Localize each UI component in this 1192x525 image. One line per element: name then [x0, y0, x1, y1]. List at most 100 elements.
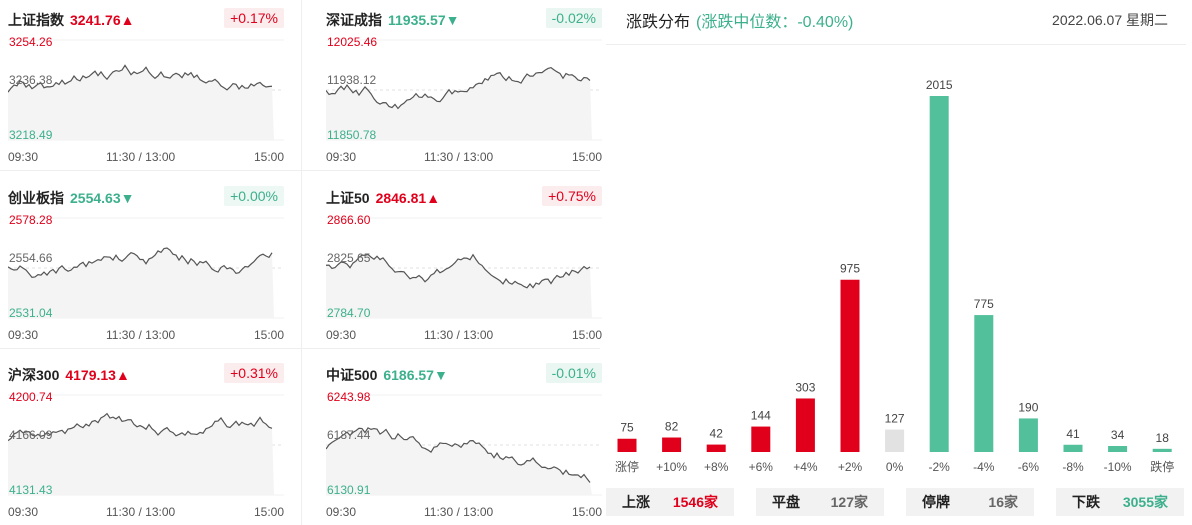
category-label: -8% — [1062, 460, 1084, 474]
category-label: 跌停 — [1150, 459, 1174, 474]
bar-value-label: 75 — [620, 421, 634, 435]
index-change: +0.17% — [224, 8, 284, 28]
time-label: 15:00 — [571, 150, 602, 164]
index-value: 3241.76▲ — [70, 12, 135, 28]
y-low-label: 3218.49 — [9, 128, 53, 142]
y-low-label: 6130.91 — [327, 483, 371, 497]
category-label: -10% — [1104, 460, 1132, 474]
category-label: +4% — [793, 460, 818, 474]
median-change: (涨跌中位数：-0.40%) — [696, 14, 854, 31]
y-mid-label: 11938.12 — [327, 73, 377, 87]
distribution-bar — [1018, 418, 1038, 452]
index-panel[interactable]: 上证指数 3241.76▲ +0.17% 3254.26 3236.38 3218… — [8, 6, 284, 166]
distribution-bar — [795, 398, 815, 452]
price-line — [326, 66, 591, 110]
summary-label: 平盘 — [772, 494, 800, 510]
index-header: 创业板指 2554.63▼ +0.00% — [8, 184, 284, 206]
time-label: 15:00 — [253, 328, 284, 342]
distribution-bar — [974, 315, 994, 452]
chart-area — [8, 65, 274, 140]
intraday-line-chart — [8, 394, 284, 496]
summary-label: 上涨 — [622, 494, 650, 510]
time-label: 09:30 — [326, 505, 357, 519]
index-panel[interactable]: 深证成指 11935.57▼ -0.02% 12025.46 11938.12 1… — [326, 6, 602, 166]
bar-value-label: 42 — [710, 427, 724, 441]
y-high-label: 12025.46 — [327, 35, 378, 49]
price-line — [326, 427, 591, 483]
time-label: 11:30 / 13:00 — [106, 150, 176, 164]
bar-value-label: 127 — [885, 412, 905, 426]
trend-arrow-icon: ▲ — [115, 367, 130, 383]
index-panel[interactable]: 沪深300 4179.13▲ +0.31% 4200.74 4166.09 413… — [8, 361, 284, 521]
trend-arrow-icon: ▼ — [445, 12, 460, 28]
category-label: -6% — [1018, 460, 1040, 474]
distribution-bar — [662, 437, 682, 452]
chart-area — [8, 248, 274, 318]
chart-area — [326, 254, 592, 318]
trend-arrow-icon: ▲ — [120, 12, 135, 28]
index-change: +0.00% — [224, 186, 284, 206]
index-value: 2846.81▲ — [375, 190, 441, 206]
index-header: 深证成指 11935.57▼ -0.02% — [326, 6, 602, 28]
time-label: 09:30 — [326, 150, 357, 164]
summary-count: 1546家 — [672, 494, 718, 510]
time-axis: 09:30 11:30 / 13:00 15:00 — [8, 150, 284, 166]
time-label: 11:30 / 13:00 — [424, 150, 494, 164]
chart-area — [326, 67, 592, 140]
header-divider — [606, 44, 1186, 45]
time-label: 15:00 — [571, 505, 602, 519]
category-label: +6% — [749, 460, 774, 474]
y-mid-label: 2554.66 — [9, 251, 53, 265]
distribution-bar — [617, 438, 637, 452]
index-change: -0.01% — [545, 363, 602, 383]
y-low-label: 11850.78 — [327, 128, 377, 142]
summary-suspended: 停牌 16家 — [906, 488, 1034, 516]
column-divider — [301, 0, 302, 525]
bar-value-label: 34 — [1111, 428, 1125, 442]
chart-area — [326, 427, 592, 495]
row-divider — [0, 170, 600, 171]
trend-arrow-icon: ▲ — [426, 190, 441, 206]
index-panel[interactable]: 上证50 2846.81▲ +0.75% 2866.60 2825.65 2784… — [326, 184, 602, 344]
intraday-line-chart — [326, 394, 602, 496]
category-label: +10% — [656, 460, 687, 474]
index-name[interactable]: 深证成指 11935.57▼ — [326, 12, 460, 28]
time-label: 15:00 — [253, 505, 284, 519]
price-line — [8, 412, 273, 442]
index-name[interactable]: 创业板指 2554.63▼ — [8, 190, 135, 206]
index-header: 上证50 2846.81▲ +0.75% — [326, 184, 602, 206]
time-label: 11:30 / 13:00 — [106, 505, 176, 519]
index-name[interactable]: 沪深300 4179.13▲ — [8, 367, 130, 383]
y-low-label: 2784.70 — [327, 306, 371, 320]
index-name[interactable]: 上证50 2846.81▲ — [326, 190, 441, 206]
time-label: 09:30 — [8, 328, 39, 342]
y-high-label: 6243.98 — [327, 390, 371, 404]
time-axis: 09:30 11:30 / 13:00 15:00 — [326, 328, 602, 344]
summary-label: 下跌 — [1072, 494, 1100, 510]
index-name[interactable]: 中证500 6186.57▼ — [326, 367, 448, 383]
distribution-bar — [840, 279, 860, 452]
time-label: 15:00 — [571, 328, 602, 342]
intraday-line-chart — [8, 39, 284, 141]
time-label: 15:00 — [253, 150, 284, 164]
time-axis: 09:30 11:30 / 13:00 15:00 — [326, 150, 602, 166]
index-name[interactable]: 上证指数 3241.76▲ — [8, 12, 135, 28]
index-header: 沪深300 4179.13▲ +0.31% — [8, 361, 284, 383]
index-header: 上证指数 3241.76▲ +0.17% — [8, 6, 284, 28]
time-label: 11:30 / 13:00 — [424, 505, 494, 519]
y-mid-label: 3236.38 — [9, 73, 53, 87]
index-value: 6186.57▼ — [383, 367, 448, 383]
distribution-title: 涨跌分布 (涨跌中位数：-0.40%) — [626, 14, 854, 31]
distribution-bar-chart: 75 涨停 82 +10% 42 +8% 144 +6% 303 +4% 975 +2% 127 0% 20… — [615, 78, 1174, 474]
trade-date: 2022.06.07 星期二 — [1052, 12, 1168, 28]
index-panel[interactable]: 中证500 6186.57▼ -0.01% 6243.98 6187.44 613… — [326, 361, 602, 521]
index-panel[interactable]: 创业板指 2554.63▼ +0.00% 2578.28 2554.66 2531… — [8, 184, 284, 344]
category-label: 0% — [886, 460, 904, 474]
y-mid-label: 6187.44 — [327, 428, 371, 442]
category-label: -4% — [973, 460, 995, 474]
y-mid-label: 2825.65 — [327, 251, 371, 265]
summary-count: 16家 — [988, 494, 1018, 510]
bar-value-label: 144 — [751, 409, 771, 423]
index-change: -0.02% — [545, 8, 602, 28]
trend-arrow-icon: ▼ — [433, 367, 448, 383]
